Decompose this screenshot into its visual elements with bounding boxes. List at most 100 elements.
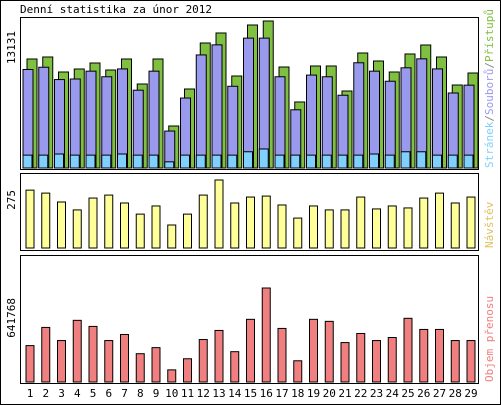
bar bbox=[101, 76, 113, 169]
y-tick-label: 275 bbox=[5, 190, 18, 210]
legend-entry: Souborů bbox=[483, 69, 496, 115]
legend-separator: / bbox=[483, 62, 496, 69]
bar bbox=[309, 318, 318, 383]
bar bbox=[435, 328, 444, 383]
bar bbox=[309, 205, 318, 249]
bar bbox=[148, 154, 159, 169]
bar bbox=[164, 161, 175, 169]
x-tick-label: 8 bbox=[137, 387, 144, 400]
legend: Stránek/Souborů/Přístupů bbox=[483, 9, 496, 168]
bar bbox=[22, 154, 33, 169]
bar bbox=[227, 154, 238, 169]
bar bbox=[117, 153, 127, 169]
bar bbox=[274, 76, 286, 169]
bar bbox=[463, 154, 474, 169]
bar bbox=[321, 76, 333, 169]
bar bbox=[214, 329, 224, 383]
bar bbox=[214, 179, 224, 249]
legend-separator: / bbox=[483, 115, 496, 122]
bar bbox=[148, 70, 160, 169]
x-tick-label: 29 bbox=[464, 387, 477, 400]
x-tick-label: 25 bbox=[401, 387, 414, 400]
bar bbox=[324, 209, 334, 249]
bar bbox=[416, 151, 427, 169]
bar bbox=[306, 74, 317, 169]
chart-title: Denní statistika za únor 2012 bbox=[20, 3, 212, 16]
bar bbox=[135, 213, 145, 249]
bar bbox=[246, 318, 255, 383]
bar bbox=[337, 154, 348, 169]
x-tick-label: 13 bbox=[212, 387, 225, 400]
bar bbox=[104, 340, 114, 383]
bar bbox=[38, 66, 50, 169]
bar bbox=[183, 213, 192, 249]
bar bbox=[432, 68, 443, 169]
legend: Návštěv bbox=[483, 201, 496, 248]
legend: Objem přenosu bbox=[483, 296, 496, 382]
x-tick-label: 15 bbox=[244, 387, 257, 400]
bar bbox=[85, 70, 97, 169]
bar bbox=[340, 342, 350, 383]
x-tick-label: 22 bbox=[354, 387, 367, 400]
bar bbox=[38, 154, 49, 169]
bar bbox=[306, 154, 316, 169]
bar bbox=[132, 154, 143, 169]
bar bbox=[356, 332, 366, 383]
bar bbox=[261, 287, 271, 383]
bar bbox=[403, 207, 413, 249]
x-tick-label: 18 bbox=[291, 387, 304, 400]
legend-entry: Přístupů bbox=[483, 9, 496, 62]
bar bbox=[293, 217, 303, 249]
bar bbox=[419, 328, 429, 383]
bar bbox=[353, 62, 365, 169]
y-tick-label: 641768 bbox=[5, 298, 18, 338]
bar bbox=[101, 154, 112, 169]
bar bbox=[447, 154, 458, 169]
bar bbox=[120, 333, 129, 383]
bar bbox=[290, 154, 301, 169]
bar bbox=[353, 154, 364, 169]
bar bbox=[135, 353, 145, 383]
bar bbox=[356, 196, 366, 249]
x-tick-label: 21 bbox=[338, 387, 351, 400]
bar bbox=[372, 340, 381, 383]
x-tick-label: 24 bbox=[386, 387, 400, 400]
bar bbox=[372, 208, 381, 249]
bar bbox=[387, 205, 397, 249]
x-tick-label: 23 bbox=[370, 387, 383, 400]
bar bbox=[54, 153, 64, 169]
bar bbox=[277, 204, 287, 249]
bar bbox=[198, 339, 208, 383]
x-tick-label: 5 bbox=[90, 387, 97, 400]
x-tick-label: 26 bbox=[417, 387, 430, 400]
x-tick-label: 7 bbox=[121, 387, 128, 400]
bar bbox=[195, 54, 207, 169]
bar bbox=[41, 192, 51, 249]
bar bbox=[261, 195, 271, 249]
bar bbox=[88, 325, 98, 383]
bar bbox=[450, 202, 460, 249]
bar bbox=[246, 196, 255, 249]
bar bbox=[88, 197, 98, 249]
bar bbox=[211, 154, 222, 169]
bar bbox=[321, 154, 332, 169]
bar bbox=[104, 194, 114, 249]
legend-entry: Objem přenosu bbox=[483, 296, 496, 382]
bar bbox=[57, 201, 66, 249]
x-tick-label: 16 bbox=[260, 387, 273, 400]
bar bbox=[369, 70, 380, 169]
bar bbox=[419, 197, 429, 249]
bar bbox=[151, 205, 161, 249]
bar bbox=[369, 153, 379, 169]
bar bbox=[400, 151, 411, 169]
bar bbox=[243, 37, 254, 169]
bar bbox=[198, 194, 208, 249]
bar bbox=[151, 347, 161, 383]
x-tick-label: 11 bbox=[181, 387, 194, 400]
bar bbox=[69, 154, 80, 169]
bar bbox=[466, 196, 476, 249]
x-tick-label: 20 bbox=[323, 387, 336, 400]
bar bbox=[167, 369, 177, 383]
bar bbox=[25, 189, 35, 249]
bar bbox=[324, 320, 334, 383]
